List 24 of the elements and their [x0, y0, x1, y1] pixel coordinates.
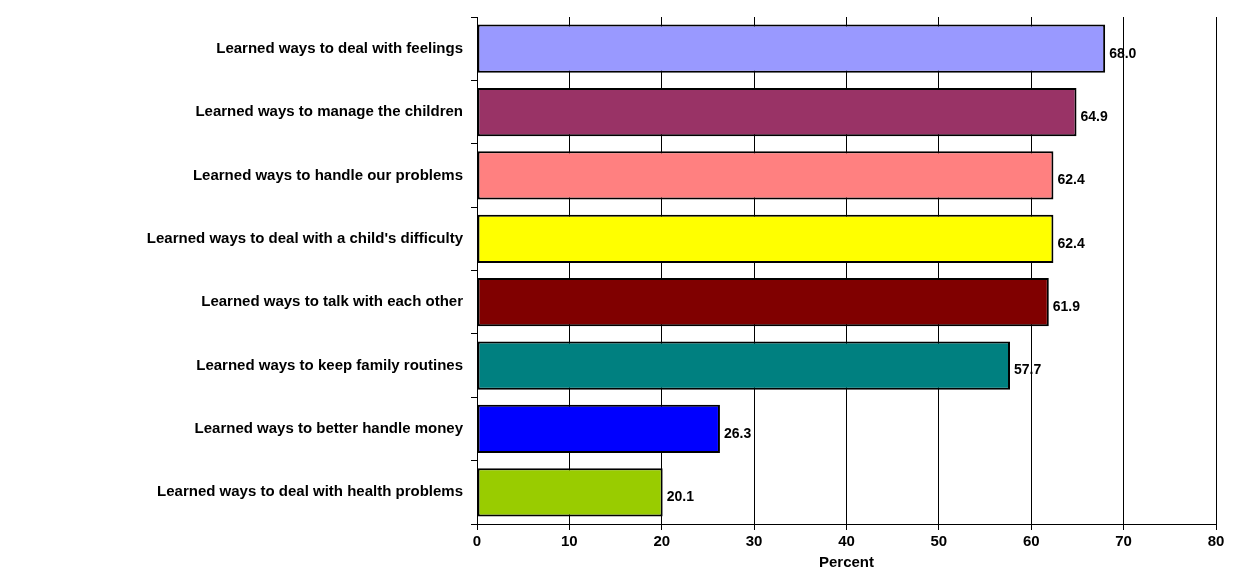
y-tick-label: Learned ways to better handle money: [194, 419, 464, 437]
y-tick-label: Learned ways to manage the children: [195, 102, 463, 120]
x-tick-label: 30: [745, 532, 763, 550]
data-label: 62.4: [1057, 234, 1085, 251]
x-tick-label: 80: [1207, 532, 1225, 550]
data-label: 62.4: [1057, 171, 1085, 188]
y-tick-label: Learned ways to deal with a child's difficulty: [146, 228, 464, 246]
y-tick-label: Learned ways to talk with each other: [201, 292, 464, 310]
x-tick-label: 60: [1022, 532, 1040, 550]
data-label: 20.1: [666, 488, 695, 505]
y-tick-label: Learned ways to deal with health problems: [157, 482, 463, 500]
x-tick-label: 20: [653, 532, 671, 550]
x-tick-label: 50: [930, 532, 948, 550]
x-tick-label: 40: [838, 532, 855, 550]
x-axis-title: Percent: [818, 553, 875, 571]
x-tick-label: 70: [1115, 532, 1132, 550]
data-label: 64.9: [1080, 107, 1108, 124]
y-tick-label: Learned ways to keep family routines: [196, 355, 463, 373]
data-label: 61.9: [1052, 298, 1081, 315]
y-tick-label: Learned ways to deal with feelings: [216, 38, 463, 56]
x-tick-label: 0: [472, 532, 482, 550]
data-label: 26.3: [723, 424, 752, 441]
x-tick-label: 10: [561, 532, 578, 550]
y-tick-label: Learned ways to handle our problems: [192, 165, 463, 183]
